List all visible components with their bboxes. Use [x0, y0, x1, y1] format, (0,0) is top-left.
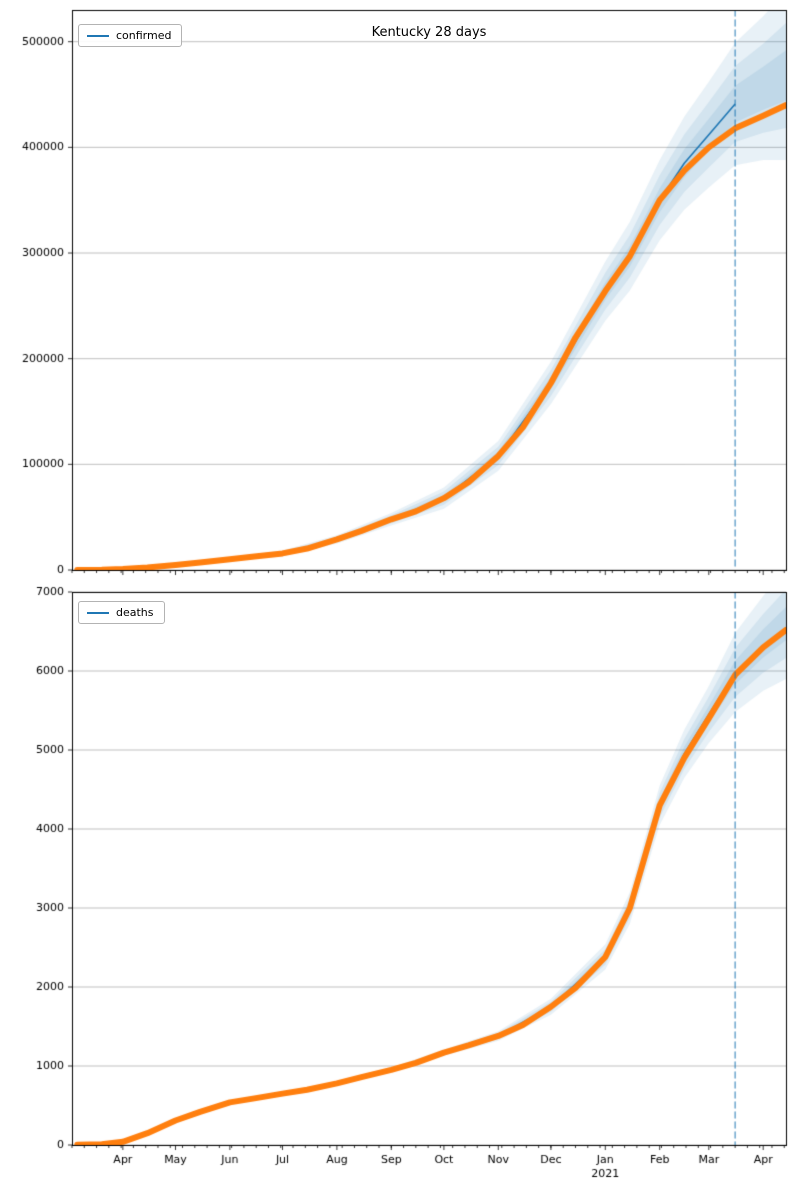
legend-label-confirmed: confirmed	[116, 29, 172, 42]
legend-line-swatch	[87, 34, 109, 37]
legend-deaths: deaths	[78, 601, 165, 624]
legend-label-deaths: deaths	[116, 606, 154, 619]
chart-title: Kentucky 28 days	[371, 25, 487, 40]
legend-confirmed: confirmed	[78, 24, 183, 47]
legend-line-swatch	[87, 611, 109, 614]
